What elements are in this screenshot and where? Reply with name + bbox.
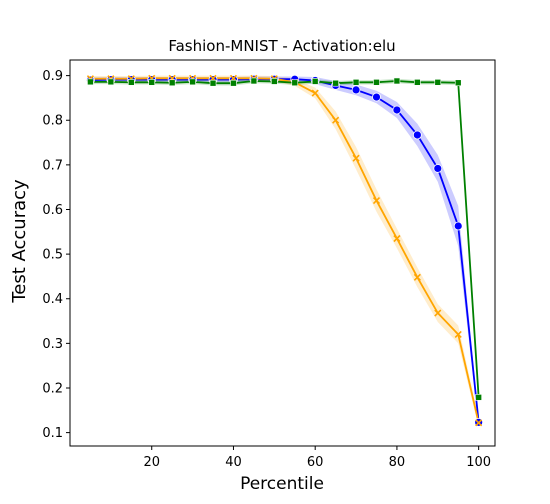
series-1-confidence-band [90,76,479,427]
series-3-point [209,79,217,87]
series-3-point [127,79,135,86]
series-3-point [434,79,442,86]
y-axis-label: Test Accuracy [9,179,30,304]
series-2-confidence-band [90,75,479,428]
series-1-point [392,105,402,115]
y-tick-label: 0.8 [42,114,63,129]
series-3-point [271,78,278,85]
y-tick-label: 0.1 [42,426,63,441]
x-tick-label: 100 [466,455,491,470]
x-tick-label: 60 [307,455,324,470]
series-3-point [230,79,237,87]
x-tick-label: 80 [389,455,406,470]
series-3-point [189,78,196,86]
series-2-point [352,154,360,162]
series-3-line [90,80,480,398]
series-2-point [393,234,401,243]
x-tick-label: 40 [225,455,242,470]
series-2-point [454,330,462,339]
series-3-point [107,78,115,86]
series-3-point [87,78,94,86]
y-tick-label: 0.3 [42,337,63,352]
series-3-point [475,394,482,401]
series-1-point [412,130,422,140]
series-3-point [291,79,299,87]
y-tick-label: 0.7 [42,158,63,173]
series-3-point [352,79,360,86]
x-axis-ticks: 20 40 60 80 100 [143,446,491,470]
series-2-point [413,273,421,281]
series-2-point [332,116,340,124]
series-1-point [372,92,381,102]
series-1-point [453,221,463,231]
y-tick-label: 0.4 [42,292,63,307]
series-2-point [372,197,381,205]
y-axis-ticks: 0.1 0.2 0.3 0.4 0.5 0.6 0.7 0.8 0.9 [42,69,70,441]
plot-frame [69,59,496,447]
series-3-confidence-band [90,78,479,400]
series-3-point [373,79,380,86]
series-3-point [393,77,401,85]
series-2-point [434,309,442,317]
chart-title: Fashion-MNIST - Activation:elu [168,37,395,55]
series-1-point [433,164,443,173]
y-tick-label: 0.6 [42,203,63,218]
series-3-point [168,79,176,87]
y-tick-label: 0.5 [42,248,63,263]
series-3-point [311,78,319,85]
x-tick-label: 20 [143,455,160,470]
x-axis-label: Percentile [240,474,324,494]
series-1-point [351,85,361,95]
y-tick-label: 0.2 [42,381,63,396]
plot-area [86,74,484,428]
series-2-point [475,419,483,427]
series-3-point [250,77,258,85]
series-3-point [148,79,156,86]
series-3-point [332,79,339,87]
series-3-point [454,79,462,87]
series-3-point [414,79,421,86]
series-2-point [311,89,319,97]
y-tick-label: 0.9 [42,69,63,84]
